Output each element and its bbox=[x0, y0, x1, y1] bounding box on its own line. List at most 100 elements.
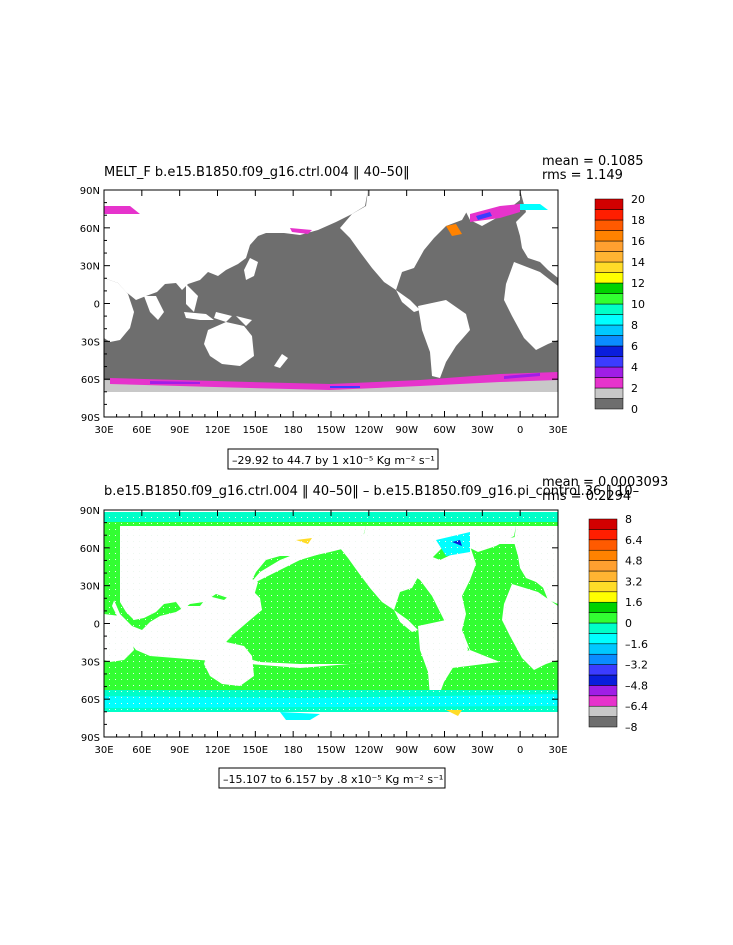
colorbar-label: 4.8 bbox=[625, 555, 643, 568]
y-tick-label: 90N bbox=[80, 506, 100, 517]
colorbar-swatch bbox=[588, 633, 618, 645]
colorbar-swatch bbox=[588, 529, 618, 541]
colorbar-swatch bbox=[594, 261, 624, 273]
colorbar-swatch bbox=[594, 209, 624, 221]
panel-difference: b.e15.B1850.f09_g16.ctrl.004 ‖ 40–50‖ – … bbox=[80, 475, 668, 789]
x-tick-label: 150E bbox=[243, 425, 268, 436]
x-tick-label: 90W bbox=[395, 425, 418, 436]
y-tick-label: 30N bbox=[80, 262, 100, 273]
colorbar-swatch bbox=[594, 230, 624, 242]
panel1-mean: mean = 0.1085 bbox=[542, 154, 644, 169]
panel2-mean: mean = 0.0003093 bbox=[542, 475, 668, 490]
colorbar-label: 20 bbox=[631, 193, 645, 206]
colorbar-swatch bbox=[594, 282, 624, 294]
colorbar-swatch bbox=[594, 303, 624, 315]
colorbar-swatch bbox=[588, 674, 618, 686]
colorbar-swatch bbox=[594, 356, 624, 368]
colorbar-label: 0 bbox=[625, 617, 632, 630]
colorbar-swatch bbox=[588, 622, 618, 634]
colorbar-label: 8 bbox=[631, 319, 638, 332]
colorbar-swatch bbox=[588, 643, 618, 655]
colorbar-swatch bbox=[588, 570, 618, 582]
colorbar-label: 8 bbox=[625, 513, 632, 526]
colorbar-swatch bbox=[588, 560, 618, 572]
panel2-colorbar: 8 6.4 4.8 3.2 1.6 0 –1.6 –3.2 –4.8 –6.4 –8 bbox=[588, 513, 648, 734]
panel1-x-tick-labels: 30E 60E 90E 120E 150E 180 150W 120W 90W 60W 30W 0 30… bbox=[94, 425, 567, 436]
colorbar-label: 6.4 bbox=[625, 534, 643, 547]
panel1-y-tick-labels: 90N 60N 30N 0 30S 60S 90S bbox=[80, 186, 100, 424]
panel1-title: MELT_F b.e15.B1850.f09_g16.ctrl.004 ‖ 40… bbox=[104, 165, 410, 180]
colorbar-label: –6.4 bbox=[625, 700, 648, 713]
colorbar-swatch bbox=[588, 518, 618, 530]
x-tick-label: 30W bbox=[471, 425, 494, 436]
colorbar-label: –4.8 bbox=[625, 679, 648, 692]
y-tick-label: 90S bbox=[81, 413, 100, 424]
x-tick-label: 30E bbox=[548, 745, 567, 756]
land-mask bbox=[104, 190, 558, 417]
colorbar-swatch bbox=[588, 612, 618, 624]
panel1-range-label: –29.92 to 44.7 by 1 x10⁻⁵ Kg m⁻² s⁻¹ bbox=[232, 454, 435, 467]
colorbar-label: 0 bbox=[631, 403, 638, 416]
x-tick-label: 90E bbox=[170, 425, 189, 436]
y-tick-label: 30S bbox=[81, 657, 100, 668]
colorbar-swatch bbox=[594, 198, 624, 210]
colorbar-swatch bbox=[594, 387, 624, 399]
y-tick-label: 30N bbox=[80, 582, 100, 593]
x-tick-label: 60W bbox=[433, 425, 456, 436]
x-tick-label: 120E bbox=[205, 745, 230, 756]
colorbar-swatch bbox=[588, 539, 618, 551]
colorbar-swatch bbox=[594, 377, 624, 389]
x-tick-label: 30E bbox=[94, 745, 113, 756]
y-tick-label: 0 bbox=[94, 620, 100, 631]
x-tick-label: 150E bbox=[243, 745, 268, 756]
colorbar-label: –3.2 bbox=[625, 659, 648, 672]
colorbar-label: 1.6 bbox=[625, 596, 643, 609]
y-tick-label: 60S bbox=[81, 375, 100, 386]
colorbar-swatch bbox=[588, 591, 618, 603]
panel1-range-box bbox=[227, 448, 439, 470]
colorbar-swatch bbox=[594, 219, 624, 231]
colorbar-swatch bbox=[588, 716, 618, 728]
colorbar-label: 6 bbox=[631, 340, 638, 353]
colorbar-label: 2 bbox=[631, 382, 638, 395]
colorbar-label: –8 bbox=[625, 721, 638, 734]
x-tick-label: 120W bbox=[354, 425, 383, 436]
colorbar-swatch bbox=[588, 685, 618, 697]
y-tick-label: 0 bbox=[94, 300, 100, 311]
colorbar-swatch bbox=[588, 581, 618, 593]
x-tick-label: 60W bbox=[433, 745, 456, 756]
x-tick-label: 30E bbox=[94, 425, 113, 436]
x-tick-label: 60E bbox=[132, 745, 151, 756]
colorbar-swatch bbox=[594, 293, 624, 305]
colorbar-swatch bbox=[588, 695, 618, 707]
colorbar-label: 12 bbox=[631, 277, 645, 290]
colorbar-swatch bbox=[594, 324, 624, 336]
x-tick-label: 0 bbox=[517, 745, 523, 756]
panel1-axis-ticks bbox=[103, 189, 559, 418]
colorbar-label: 16 bbox=[631, 235, 645, 248]
colorbar-label: 4 bbox=[631, 361, 638, 374]
x-tick-label: 150W bbox=[317, 745, 346, 756]
x-tick-label: 90E bbox=[170, 745, 189, 756]
x-tick-label: 120E bbox=[205, 425, 230, 436]
colorbar-label: 18 bbox=[631, 214, 645, 227]
colorbar-swatch bbox=[588, 705, 618, 717]
colorbar-swatch bbox=[594, 398, 624, 410]
panel2-title: b.e15.B1850.f09_g16.ctrl.004 ‖ 40–50‖ – … bbox=[104, 484, 639, 499]
y-tick-label: 30S bbox=[81, 337, 100, 348]
x-tick-label: 90W bbox=[395, 745, 418, 756]
x-tick-label: 30E bbox=[548, 425, 567, 436]
colorbar-swatch bbox=[588, 549, 618, 561]
colorbar-swatch bbox=[594, 366, 624, 378]
x-tick-label: 60E bbox=[132, 425, 151, 436]
panel2-map bbox=[104, 510, 558, 737]
panel1-rms: rms = 1.149 bbox=[542, 168, 623, 183]
colorbar-swatch bbox=[594, 272, 624, 284]
melt-bands bbox=[104, 204, 558, 392]
colorbar-swatch bbox=[594, 345, 624, 357]
colorbar-swatch bbox=[594, 314, 624, 326]
colorbar-swatch bbox=[594, 335, 624, 347]
panel-melt-flux: MELT_F b.e15.B1850.f09_g16.ctrl.004 ‖ 40… bbox=[80, 154, 645, 470]
